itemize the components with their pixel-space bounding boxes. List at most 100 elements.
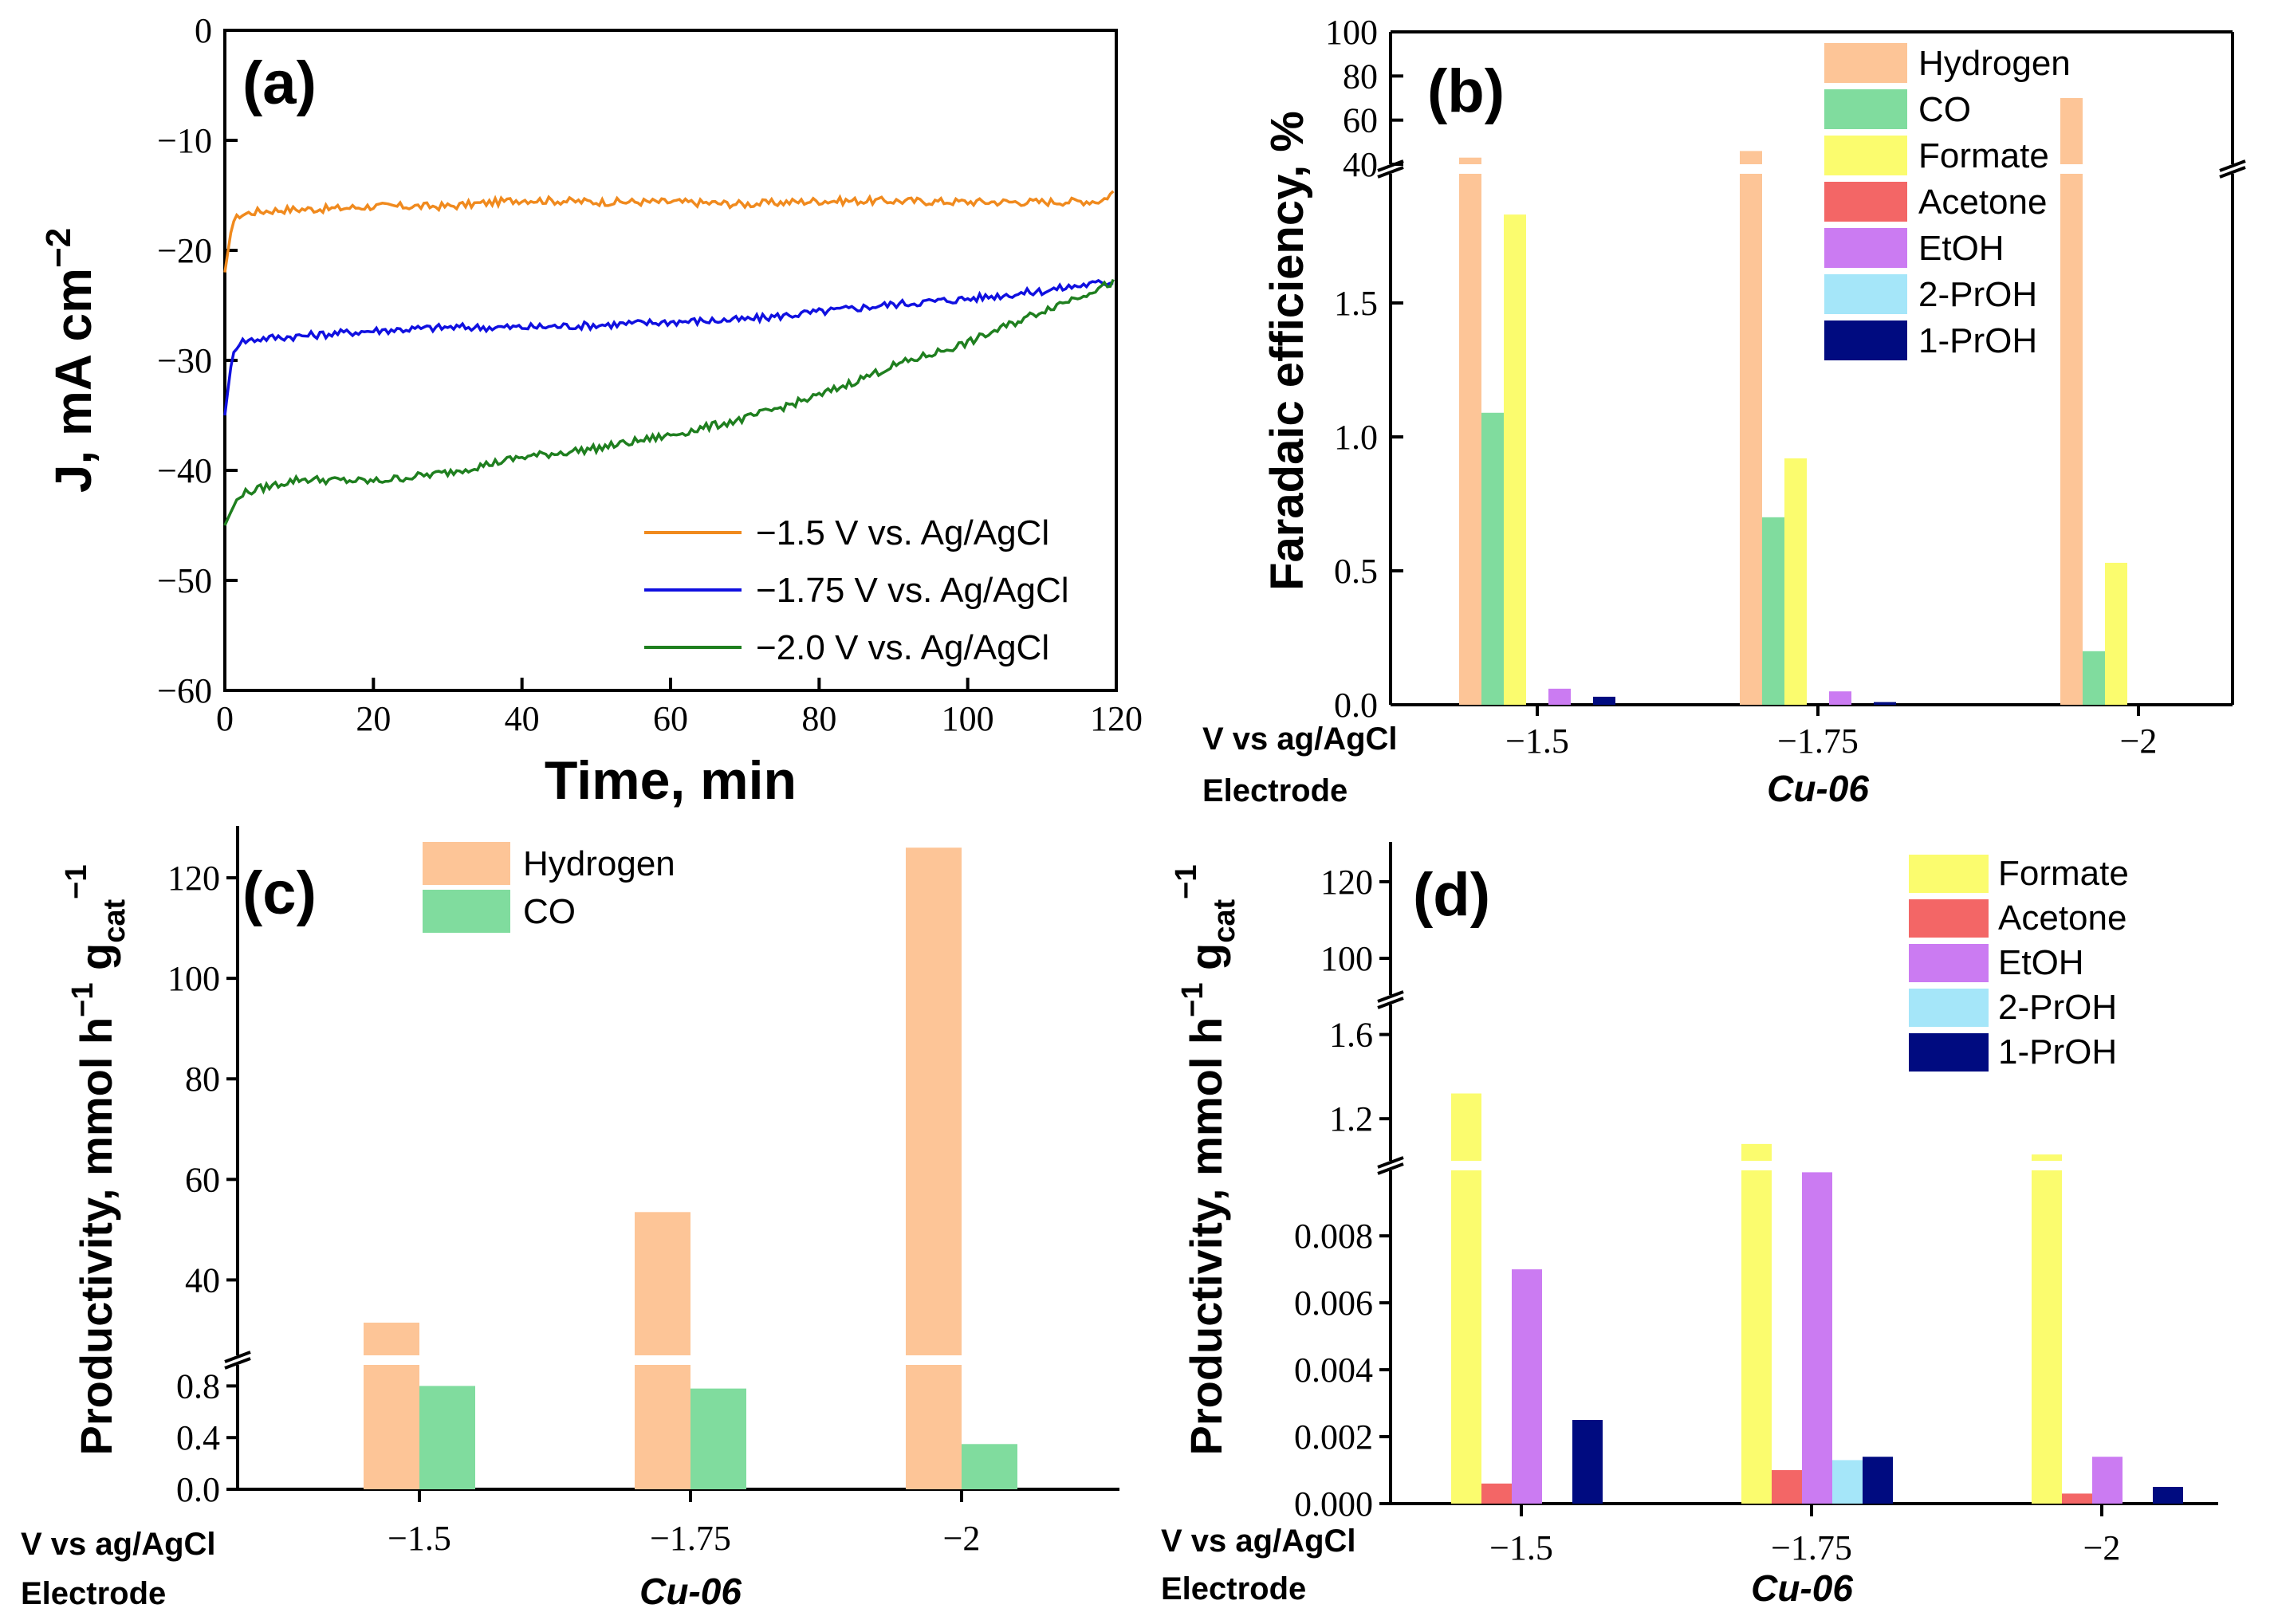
legend-swatch (1824, 89, 1907, 129)
legend-swatch (1824, 320, 1907, 360)
legend-label: Formate (1998, 854, 2129, 893)
y-tick-label: 100 (167, 959, 220, 998)
x-tick-label: −2 (2083, 1528, 2121, 1567)
bar (1829, 691, 1851, 705)
x-tick-label: 80 (801, 699, 836, 738)
y-tick-label: −60 (157, 671, 212, 710)
y-axis-label-text: Faradaic efficiency, % (1261, 111, 1313, 591)
panel-b-faradaic-efficiency-chart: 0.0 0.5 1.0 1.5 40 60 80 100 −1.5 −1.75 −2 V vs ag/… (1202, 13, 2248, 809)
y-tick-label: −20 (157, 231, 212, 270)
legend-label: −2.0 V vs. Ag/AgCl (756, 628, 1049, 667)
panel-label: (b) (1427, 57, 1505, 125)
x-tick-label: −1.5 (1489, 1528, 1553, 1567)
row-label-voltage: V vs ag/AgCl (1202, 722, 1398, 757)
x-tick-label: 40 (505, 699, 540, 738)
legend-swatch (1824, 274, 1907, 314)
y-tick-label: −50 (157, 561, 212, 600)
panel-d-productivity-chart: 0.000 0.002 0.004 0.006 0.008 1.2 1.6 100 120 −1.… (1161, 842, 2218, 1609)
bar (2105, 562, 2127, 705)
legend-label: −1.5 V vs. Ag/AgCl (756, 513, 1049, 552)
bar (962, 1444, 1017, 1489)
legend-label: EtOH (1998, 943, 2084, 982)
legend-label: 1-PrOH (1998, 1032, 2117, 1072)
y-axis-label-sup: −2 (39, 228, 78, 268)
legend-label: Hydrogen (523, 844, 675, 883)
y-axis-label-g: g (1181, 943, 1231, 983)
bar (2092, 1457, 2123, 1504)
panel-label: (d) (1413, 861, 1490, 929)
legend-label: Acetone (1998, 899, 2126, 938)
bar (1512, 1269, 1542, 1504)
y-tick-label: 0.0 (176, 1470, 220, 1509)
legend-swatch (1824, 136, 1907, 175)
bar-break-gap (1740, 1161, 1773, 1170)
legend-swatch (1824, 43, 1907, 83)
bar (2062, 1493, 2092, 1504)
y-tick-label: 100 (1325, 13, 1378, 52)
row-label-electrode: Electrode (1202, 773, 1347, 808)
bar (906, 847, 962, 1489)
y-tick-label: 1.2 (1329, 1099, 1373, 1138)
y-tick-label: −10 (157, 121, 212, 160)
y-axis-label: Faradaic efficiency, % (1261, 111, 1313, 591)
y-axis-label-sup: −1 (1176, 982, 1210, 1016)
axis-break-mark (1377, 166, 1404, 179)
y-tick-label: 60 (185, 1160, 220, 1199)
x-axis-label: Time, min (545, 750, 797, 811)
bar (1481, 1483, 1512, 1504)
legend-label: 2-PrOH (1998, 988, 2117, 1027)
bar (1740, 151, 1762, 705)
series-line (223, 190, 1115, 273)
bar (690, 1388, 746, 1489)
legend-label: EtOH (1918, 229, 2005, 268)
series-line (223, 278, 1114, 416)
bar (1741, 1143, 1772, 1504)
legend-label: 1-PrOH (1918, 321, 2037, 360)
y-tick-label: 1.5 (1334, 284, 1378, 323)
bar (1459, 157, 1481, 705)
y-tick-label: 0.4 (176, 1418, 220, 1457)
y-tick-label: −40 (157, 451, 212, 490)
y-axis-label-sub: cat (98, 899, 132, 942)
row-label-electrode: Electrode (21, 1576, 166, 1611)
axis-break-mark (1377, 1162, 1404, 1175)
bar (1784, 458, 1807, 705)
y-tick-label: 0.004 (1294, 1351, 1373, 1390)
y-axis-label-sup2: −1 (60, 864, 93, 899)
y-tick-label: 0.000 (1294, 1484, 1373, 1524)
y-axis-label-text: Productivity, mmol h (71, 1017, 121, 1456)
legend-label: −1.75 V vs. Ag/AgCl (756, 571, 1069, 610)
bar (2060, 98, 2083, 705)
electrode-label: Cu-06 (639, 1571, 742, 1612)
x-tick-label: −2 (943, 1519, 981, 1558)
y-tick-label: −30 (157, 341, 212, 380)
bar (635, 1212, 690, 1489)
axis-break-mark (2219, 166, 2246, 179)
axis-break-mark (224, 1351, 251, 1363)
legend-label: Formate (1918, 136, 2049, 175)
bar (1504, 214, 1526, 705)
panel-label: (a) (242, 49, 317, 117)
bar (1593, 696, 1615, 705)
y-tick-label: 0.002 (1294, 1418, 1373, 1457)
y-axis-label-text: J, mA cm (45, 268, 102, 493)
y-axis-label-g: g (71, 943, 121, 983)
legend-label: Acetone (1918, 183, 2047, 222)
bar (1572, 1420, 1603, 1504)
row-label-voltage: V vs ag/AgCl (21, 1527, 216, 1562)
bar (1802, 1172, 1832, 1504)
bar-break-gap (633, 1355, 692, 1365)
bar (1863, 1457, 1893, 1504)
bar (1832, 1460, 1863, 1504)
legend-label: Hydrogen (1918, 44, 2071, 83)
legend-swatch (1824, 182, 1907, 222)
x-tick-label: −2 (2120, 722, 2158, 761)
panel-a-line-chart: 0−10−20−30−40−50−600 20 40 60 80 100 120−1.5 V… (39, 11, 1143, 811)
axis-break-mark (1377, 997, 1404, 1009)
bar (1548, 688, 1571, 705)
y-tick-label: 120 (167, 859, 220, 898)
legend-swatch (1909, 899, 1989, 938)
y-axis-label-sup2: −1 (1170, 864, 1203, 899)
y-tick-label: 0.006 (1294, 1284, 1373, 1323)
